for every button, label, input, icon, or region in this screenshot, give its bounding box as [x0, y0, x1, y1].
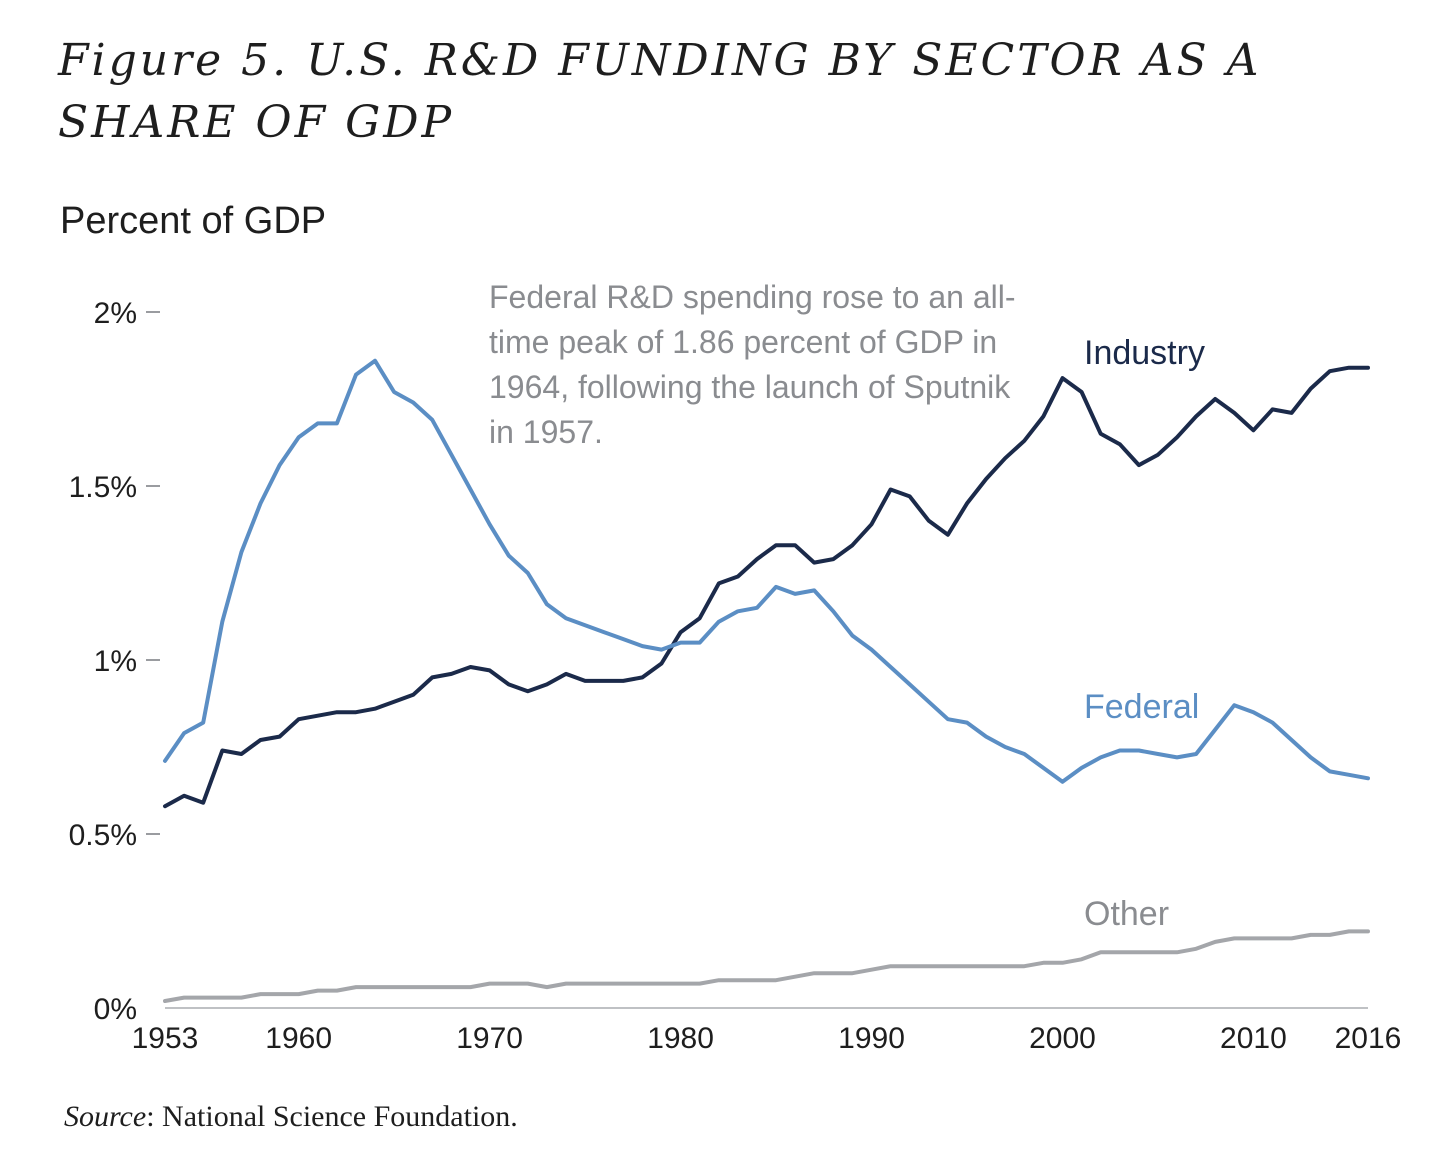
federal-series-label: Federal [1084, 688, 1199, 726]
industry-series-label: Industry [1084, 334, 1205, 372]
x-tick-label: 1953 [132, 1022, 199, 1055]
other-series-label: Other [1084, 895, 1169, 933]
y-axis-label: Percent of GDP [60, 200, 327, 242]
x-tick-label: 1970 [456, 1022, 523, 1055]
x-tick-label: 1980 [647, 1022, 714, 1055]
y-tick-label: 2% [94, 297, 137, 330]
x-tick-label: 1960 [265, 1022, 332, 1055]
y-tick-label: 1.5% [69, 471, 137, 504]
industry-series-line [163, 365, 1370, 809]
y-tick-label: 0.5% [69, 819, 137, 852]
other-series-line [163, 929, 1370, 1003]
peak-annotation: Federal R&D spending rose to an all-time… [489, 279, 1016, 450]
y-tick-label: 0% [94, 993, 137, 1026]
federal-series-line [163, 358, 1370, 784]
x-tick-label: 2000 [1029, 1022, 1096, 1055]
y-tick-label: 1% [94, 645, 137, 678]
source-prefix: Source [64, 1100, 147, 1133]
source-text: : National Science Foundation. [146, 1100, 518, 1133]
chart-title: Figure 5. U.S. R&D FUNDING BY SECTOR AS … [58, 35, 1262, 148]
source-note: Source: National Science Foundation. [64, 1100, 518, 1134]
x-tick-label: 2016 [1335, 1022, 1402, 1055]
x-tick-label: 2010 [1220, 1022, 1287, 1055]
x-tick-label: 1990 [838, 1022, 905, 1055]
